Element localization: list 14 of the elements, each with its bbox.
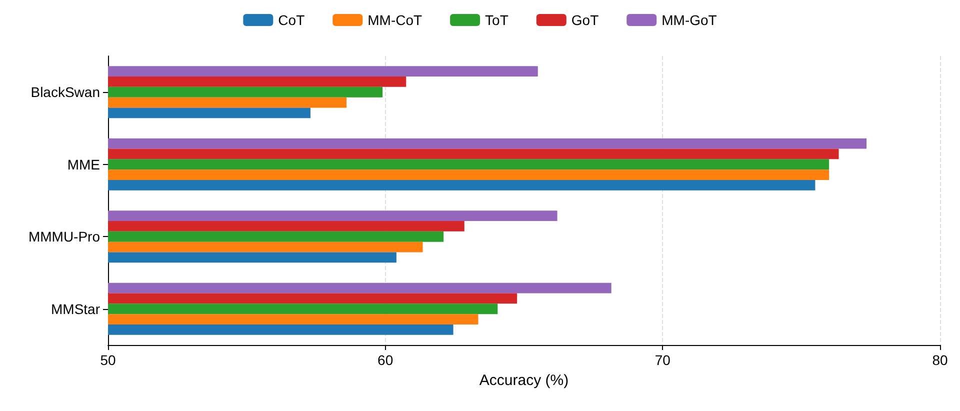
x-tick-label: 50 bbox=[100, 352, 116, 368]
y-tick-label: MMStar bbox=[51, 300, 100, 317]
y-tick-label: BlackSwan bbox=[30, 84, 100, 100]
x-tick-label: 80 bbox=[932, 352, 948, 368]
legend-label: ToT bbox=[485, 12, 509, 28]
legend-label: MM-GoT bbox=[662, 12, 718, 28]
x-tick-label: 60 bbox=[378, 352, 394, 368]
legend-label: GoT bbox=[571, 12, 600, 28]
legend-label: MM-CoT bbox=[368, 12, 422, 28]
legend-label: CoT bbox=[278, 12, 306, 28]
x-tick-label: 70 bbox=[654, 352, 671, 368]
y-tick-label: MME bbox=[67, 156, 100, 172]
y-tick-label: MMMU-Pro bbox=[28, 228, 100, 245]
x-axis-title: Accuracy (%) bbox=[479, 372, 569, 389]
